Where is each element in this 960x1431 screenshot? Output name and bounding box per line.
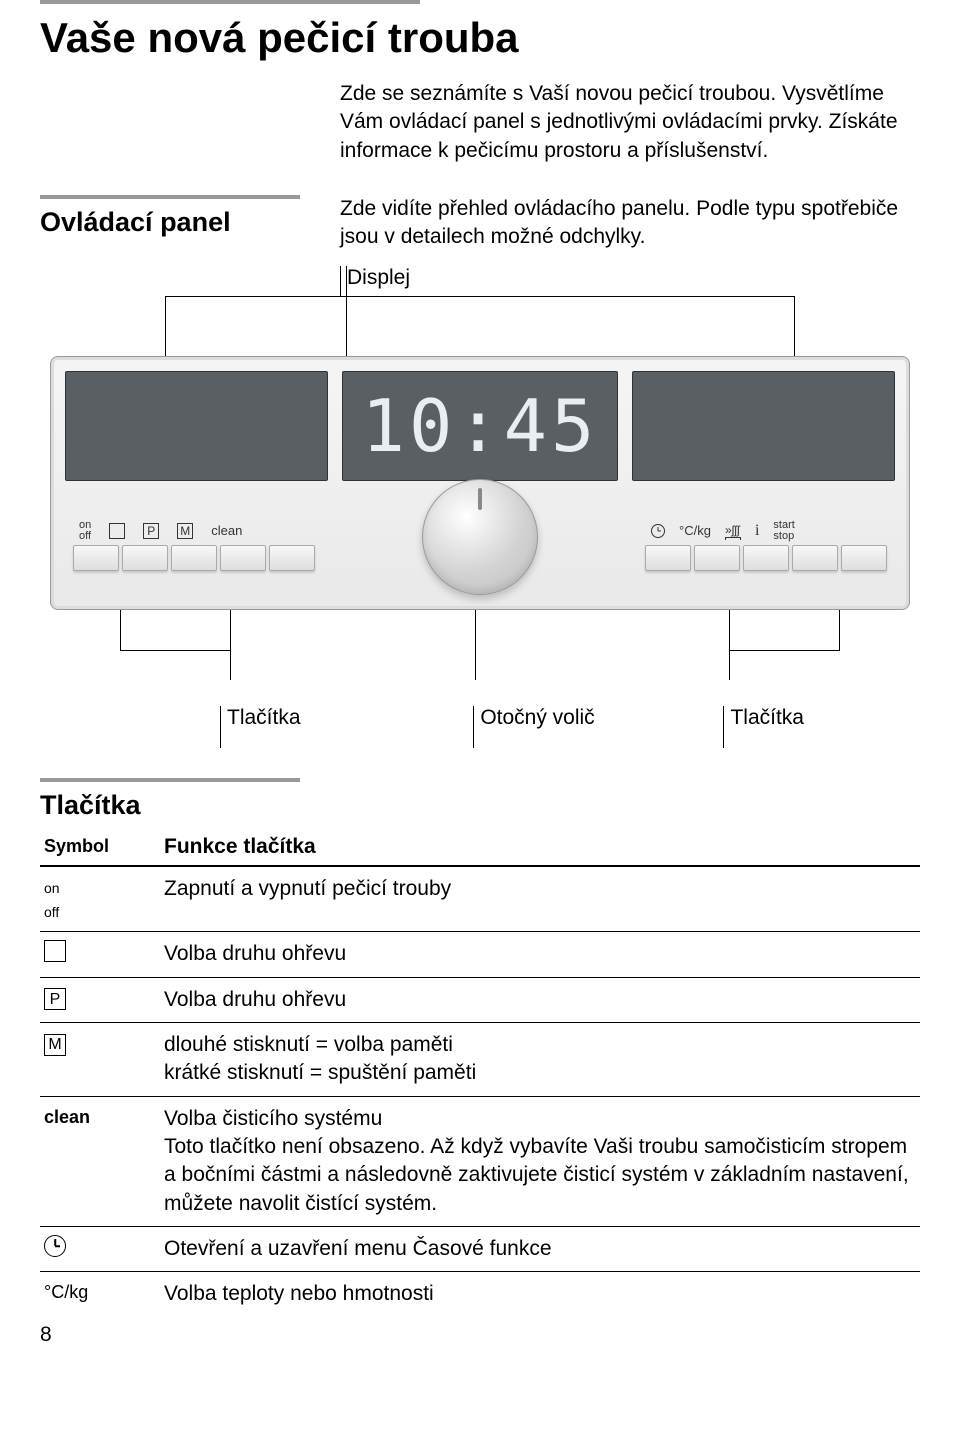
heat-icon: »ʃʃʃ bbox=[725, 524, 741, 538]
section-rule bbox=[40, 195, 300, 199]
displej-label: Displej bbox=[347, 266, 410, 290]
sym-box-p: P bbox=[44, 988, 66, 1010]
table-row: °C/kg Volba teploty nebo hmotnosti bbox=[40, 1272, 920, 1317]
table-row: clean Volba čisticího systému Toto tlačí… bbox=[40, 1096, 920, 1226]
intro-text: Zde se seznámíte s Vaší novou pečicí tro… bbox=[340, 80, 920, 165]
ckg-label: °C/kg bbox=[679, 523, 711, 538]
table-heading: Tlačítka bbox=[40, 790, 920, 821]
box-p-icon: P bbox=[143, 523, 159, 539]
clock-icon bbox=[651, 524, 665, 538]
sym-clean: clean bbox=[44, 1107, 90, 1127]
fn-box: Volba druhu ohřevu bbox=[160, 932, 920, 977]
table-row: Otevření a uzavření menu Časové funkce bbox=[40, 1227, 920, 1272]
fn-ckg: Volba teploty nebo hmotnosti bbox=[160, 1272, 920, 1317]
oven-panel-diagram: 10:45 onoff P M clean bbox=[40, 296, 920, 748]
callout-rotary: Otočný volič bbox=[473, 706, 600, 748]
info-icon: i bbox=[755, 522, 759, 540]
section-text: Zde vidíte přehled ovládacího panelu. Po… bbox=[340, 195, 920, 252]
table-row: M dlouhé stisknutí = volba paměti krátké… bbox=[40, 1023, 920, 1097]
table-row: Volba druhu ohřevu bbox=[40, 932, 920, 977]
box-empty-icon bbox=[109, 523, 125, 539]
col-symbol: Symbol bbox=[40, 829, 160, 866]
sym-ckg: °C/kg bbox=[44, 1282, 88, 1302]
section-heading: Ovládací panel bbox=[40, 207, 340, 238]
sym-box-empty bbox=[44, 940, 66, 962]
page-title: Vaše nová pečicí trouba bbox=[40, 14, 920, 62]
page-number: 8 bbox=[40, 1323, 920, 1347]
lcd-center: 10:45 bbox=[342, 371, 618, 481]
col-function: Funkce tlačítka bbox=[160, 829, 920, 866]
callout-buttons-left: Tlačítka bbox=[220, 706, 307, 748]
box-m-icon: M bbox=[177, 523, 193, 539]
sym-box-m: M bbox=[44, 1034, 66, 1056]
fn-clean: Volba čisticího systému Toto tlačítko ne… bbox=[160, 1096, 920, 1226]
table-row: onoff Zapnutí a vypnutí pečicí trouby bbox=[40, 866, 920, 932]
startstop-label: startstop bbox=[773, 520, 794, 542]
rotary-knob bbox=[422, 479, 538, 595]
onoff-icon: onoff bbox=[79, 520, 91, 542]
lcd-right bbox=[632, 371, 895, 481]
callout-buttons-right: Tlačítka bbox=[723, 706, 810, 748]
lcd-left bbox=[65, 371, 328, 481]
button-bar-left bbox=[73, 545, 315, 571]
sym-onoff: onoff bbox=[44, 880, 60, 920]
top-rule bbox=[40, 0, 420, 4]
fn-m: dlouhé stisknutí = volba paměti krátké s… bbox=[160, 1023, 920, 1097]
fn-p: Volba druhu ohřevu bbox=[160, 977, 920, 1022]
table-row: P Volba druhu ohřevu bbox=[40, 977, 920, 1022]
time-display: 10:45 bbox=[362, 384, 599, 468]
table-rule bbox=[40, 778, 300, 782]
fn-clock: Otevření a uzavření menu Časové funkce bbox=[160, 1227, 920, 1272]
buttons-table: Symbol Funkce tlačítka onoff Zapnutí a v… bbox=[40, 829, 920, 1317]
button-bar-right bbox=[645, 545, 887, 571]
sym-clock-icon bbox=[44, 1235, 66, 1257]
fn-onoff: Zapnutí a vypnutí pečicí trouby bbox=[160, 866, 920, 932]
clean-label: clean bbox=[211, 523, 242, 538]
